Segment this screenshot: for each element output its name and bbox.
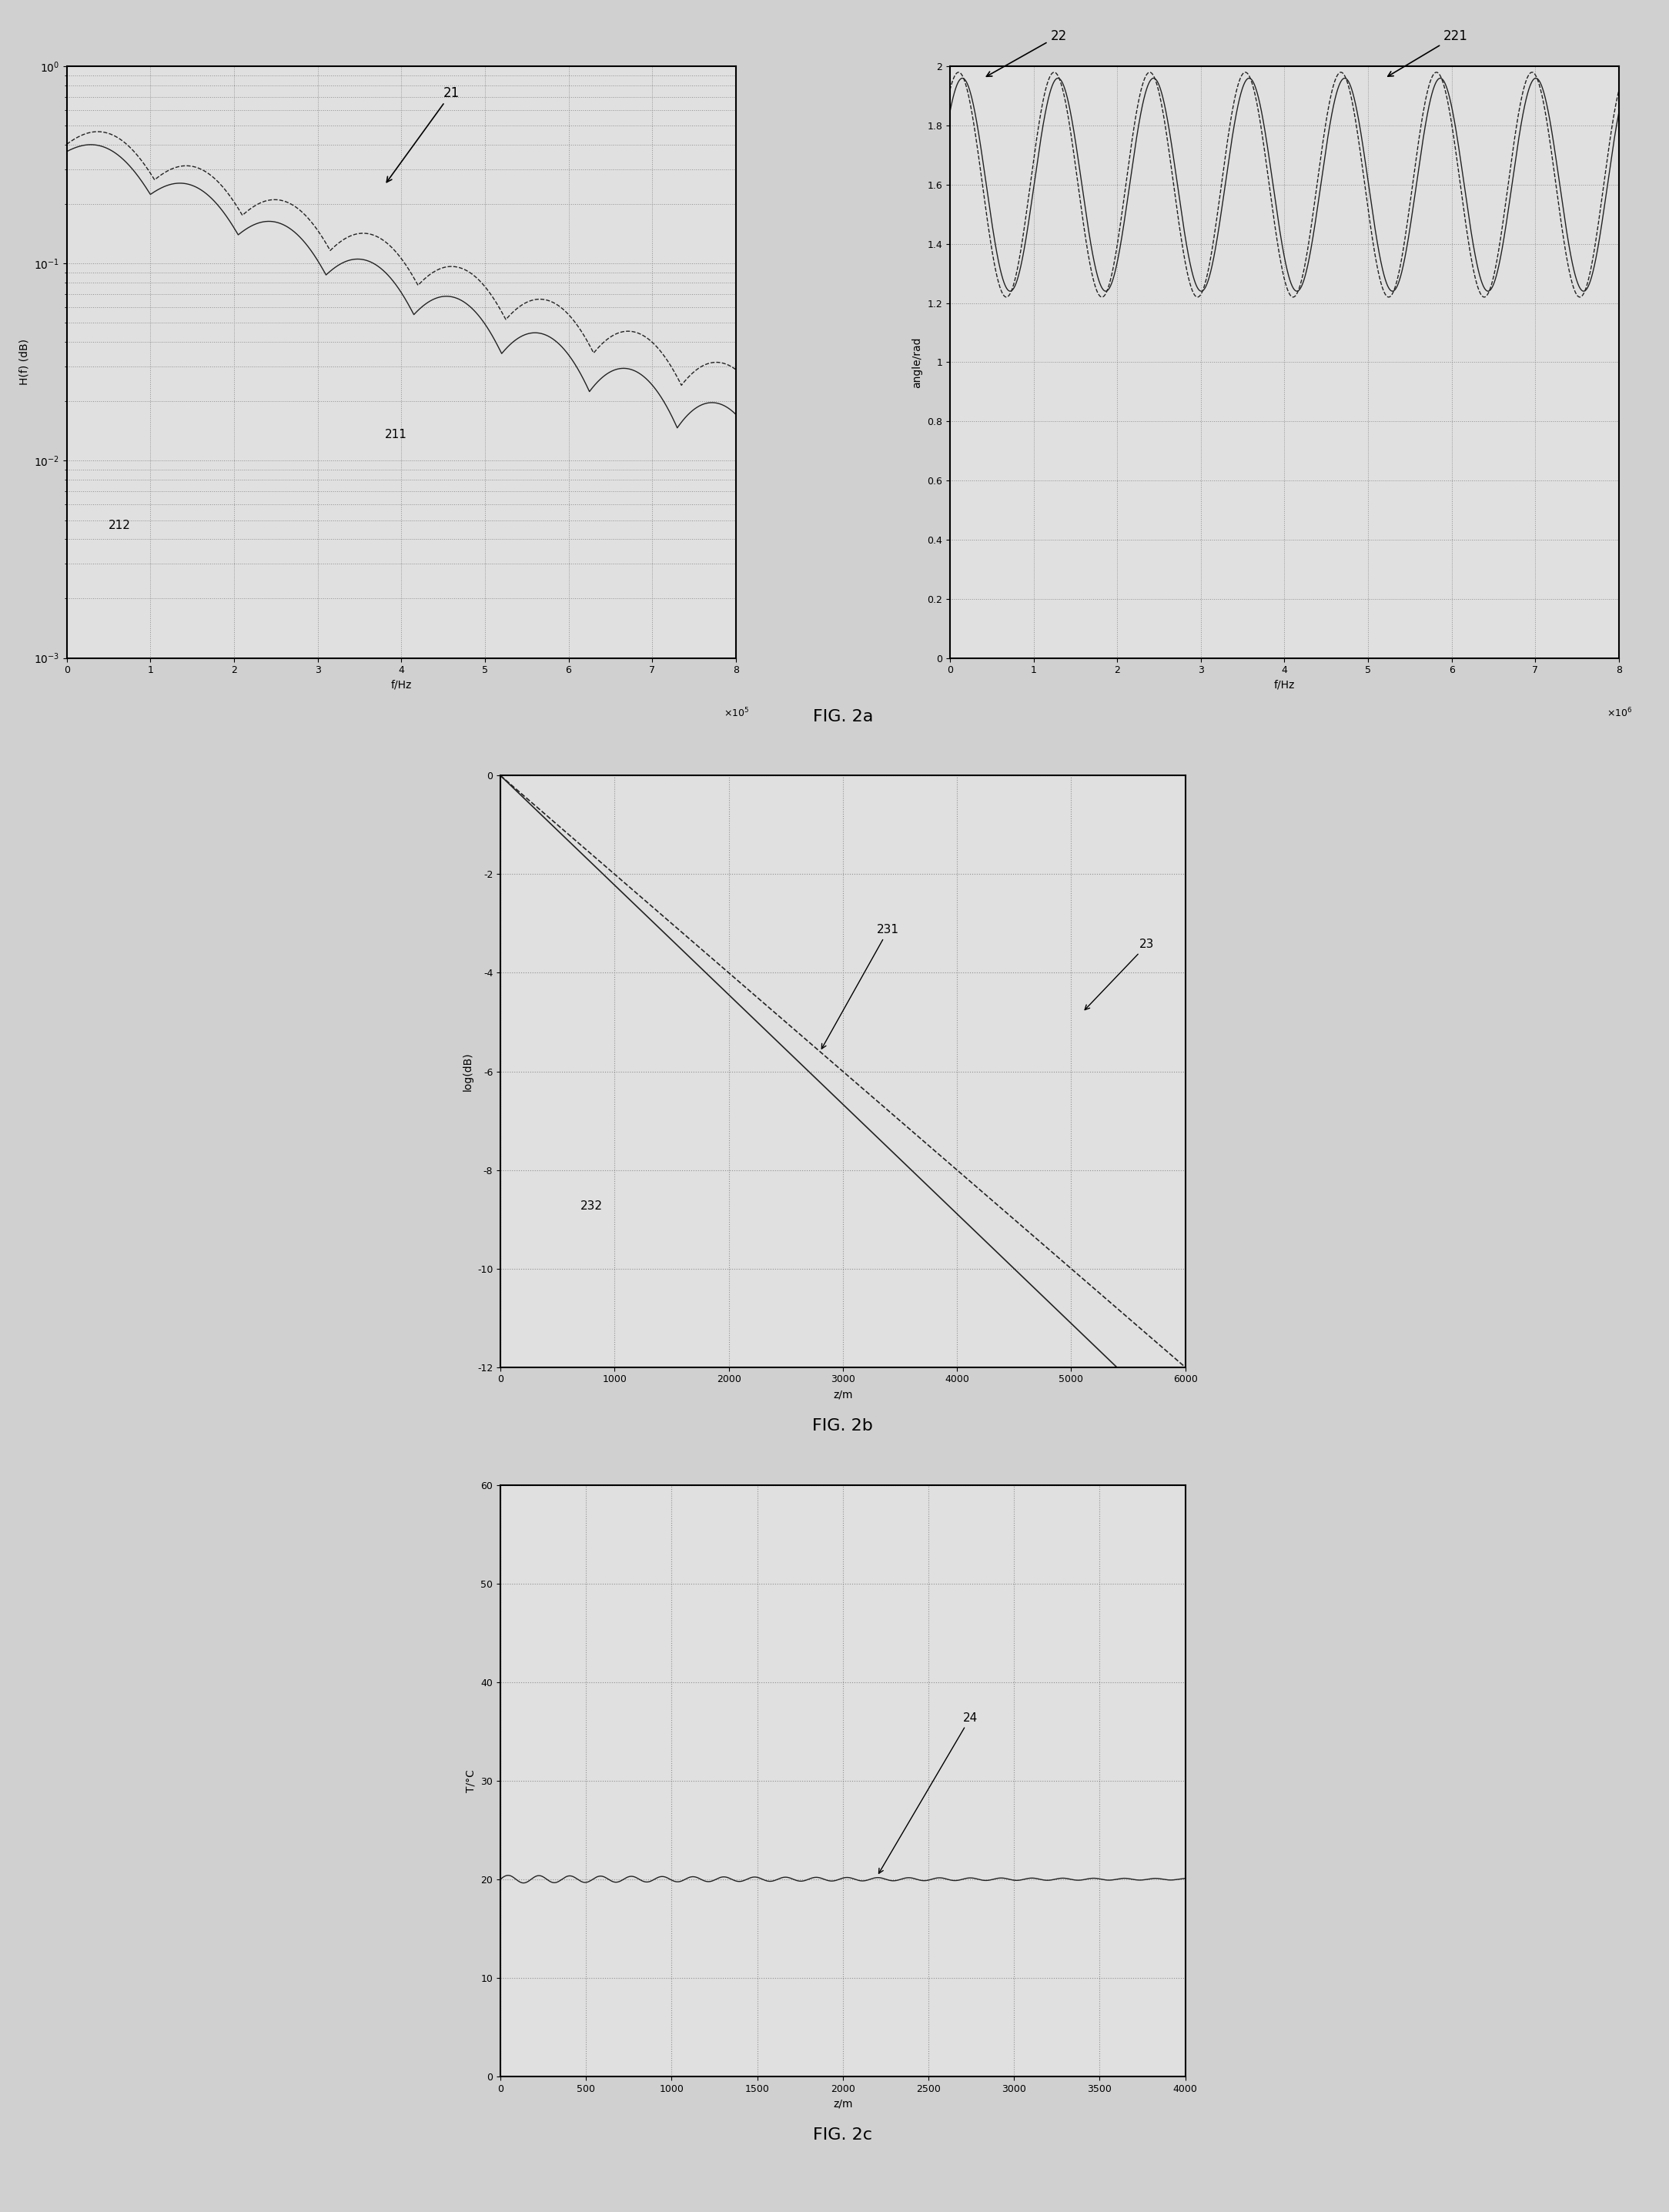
Text: 231: 231 — [821, 925, 900, 1048]
Y-axis label: log(dB): log(dB) — [462, 1053, 472, 1091]
Y-axis label: T/°C: T/°C — [466, 1770, 476, 1792]
Y-axis label: angle/rad: angle/rad — [911, 336, 923, 387]
Text: 24: 24 — [880, 1712, 978, 1874]
Text: 211: 211 — [384, 429, 407, 440]
Text: FIG. 2c: FIG. 2c — [813, 2128, 873, 2143]
Text: 221: 221 — [1389, 29, 1467, 77]
Text: FIG. 2b: FIG. 2b — [813, 1418, 873, 1433]
Text: $\times 10^6$: $\times 10^6$ — [1607, 706, 1632, 719]
Text: 22: 22 — [986, 29, 1066, 77]
Text: $\times 10^5$: $\times 10^5$ — [724, 706, 749, 719]
Text: 232: 232 — [581, 1201, 603, 1212]
X-axis label: f/Hz: f/Hz — [1273, 679, 1295, 690]
Text: 21: 21 — [387, 86, 459, 181]
X-axis label: z/m: z/m — [833, 2099, 853, 2108]
Text: 23: 23 — [1085, 938, 1155, 1011]
X-axis label: f/Hz: f/Hz — [391, 679, 412, 690]
Text: FIG. 2a: FIG. 2a — [813, 710, 873, 726]
Text: 212: 212 — [108, 520, 130, 531]
X-axis label: z/m: z/m — [833, 1389, 853, 1400]
Y-axis label: H(f) (dB): H(f) (dB) — [18, 338, 30, 385]
